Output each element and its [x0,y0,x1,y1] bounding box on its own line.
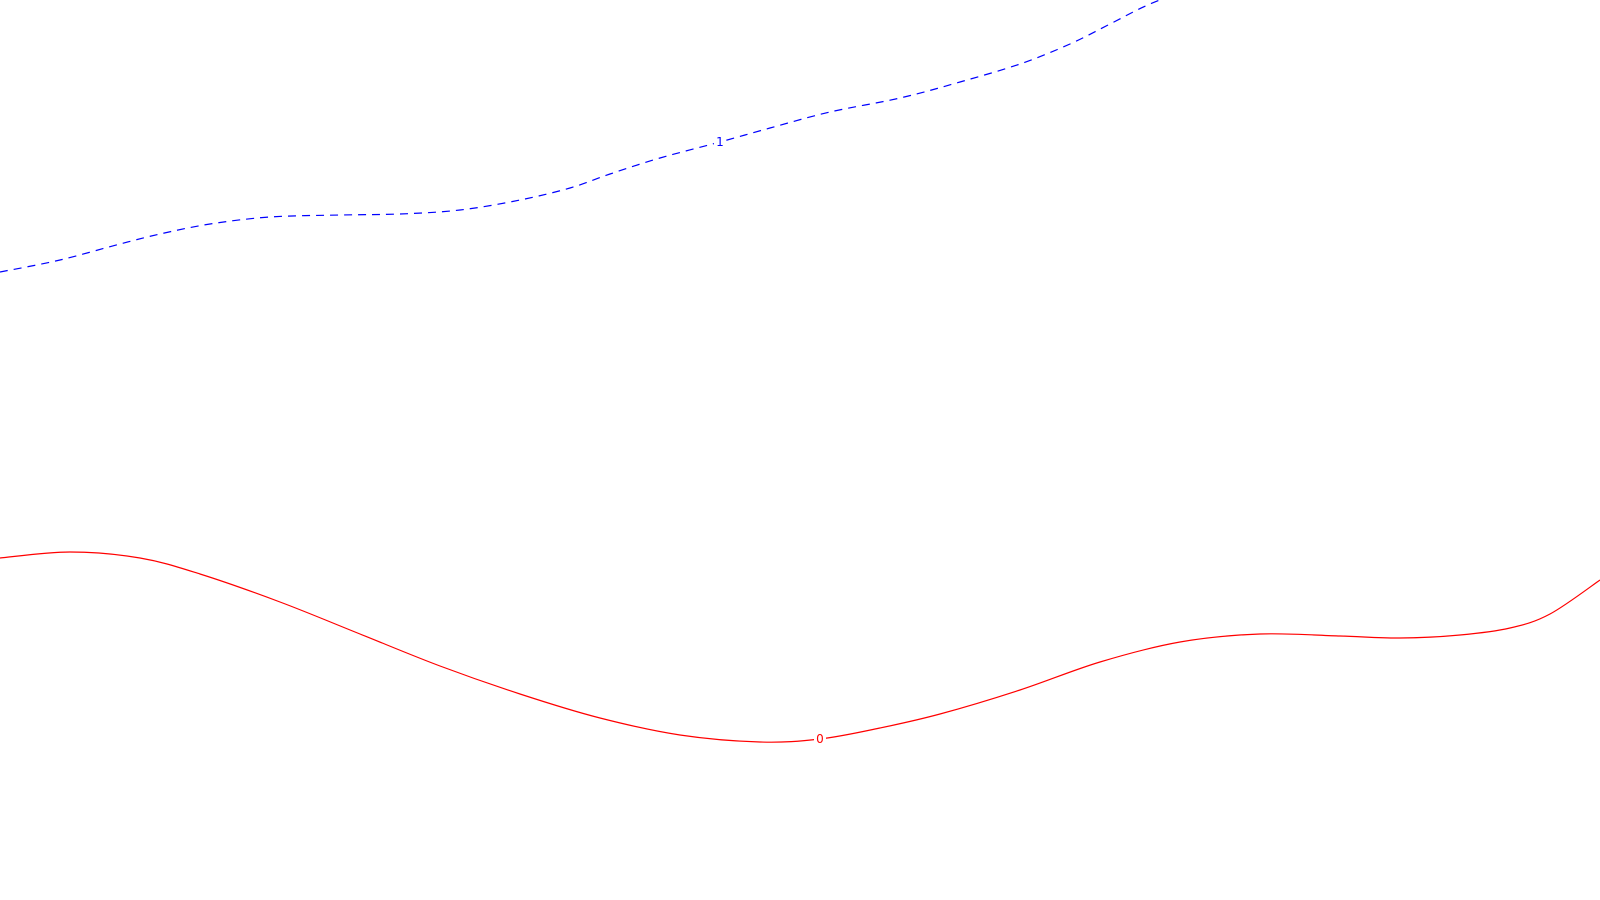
contour-series-1: 0 [0,551,1600,746]
contour-level-label: 1 [716,135,724,149]
contour-label-background [714,135,726,149]
contour-level-label: 0 [816,732,824,746]
contour-line [0,0,1162,273]
contour-label-background [814,732,826,746]
contour-line [0,551,1600,743]
contour-series-0: 1 [0,0,1162,273]
